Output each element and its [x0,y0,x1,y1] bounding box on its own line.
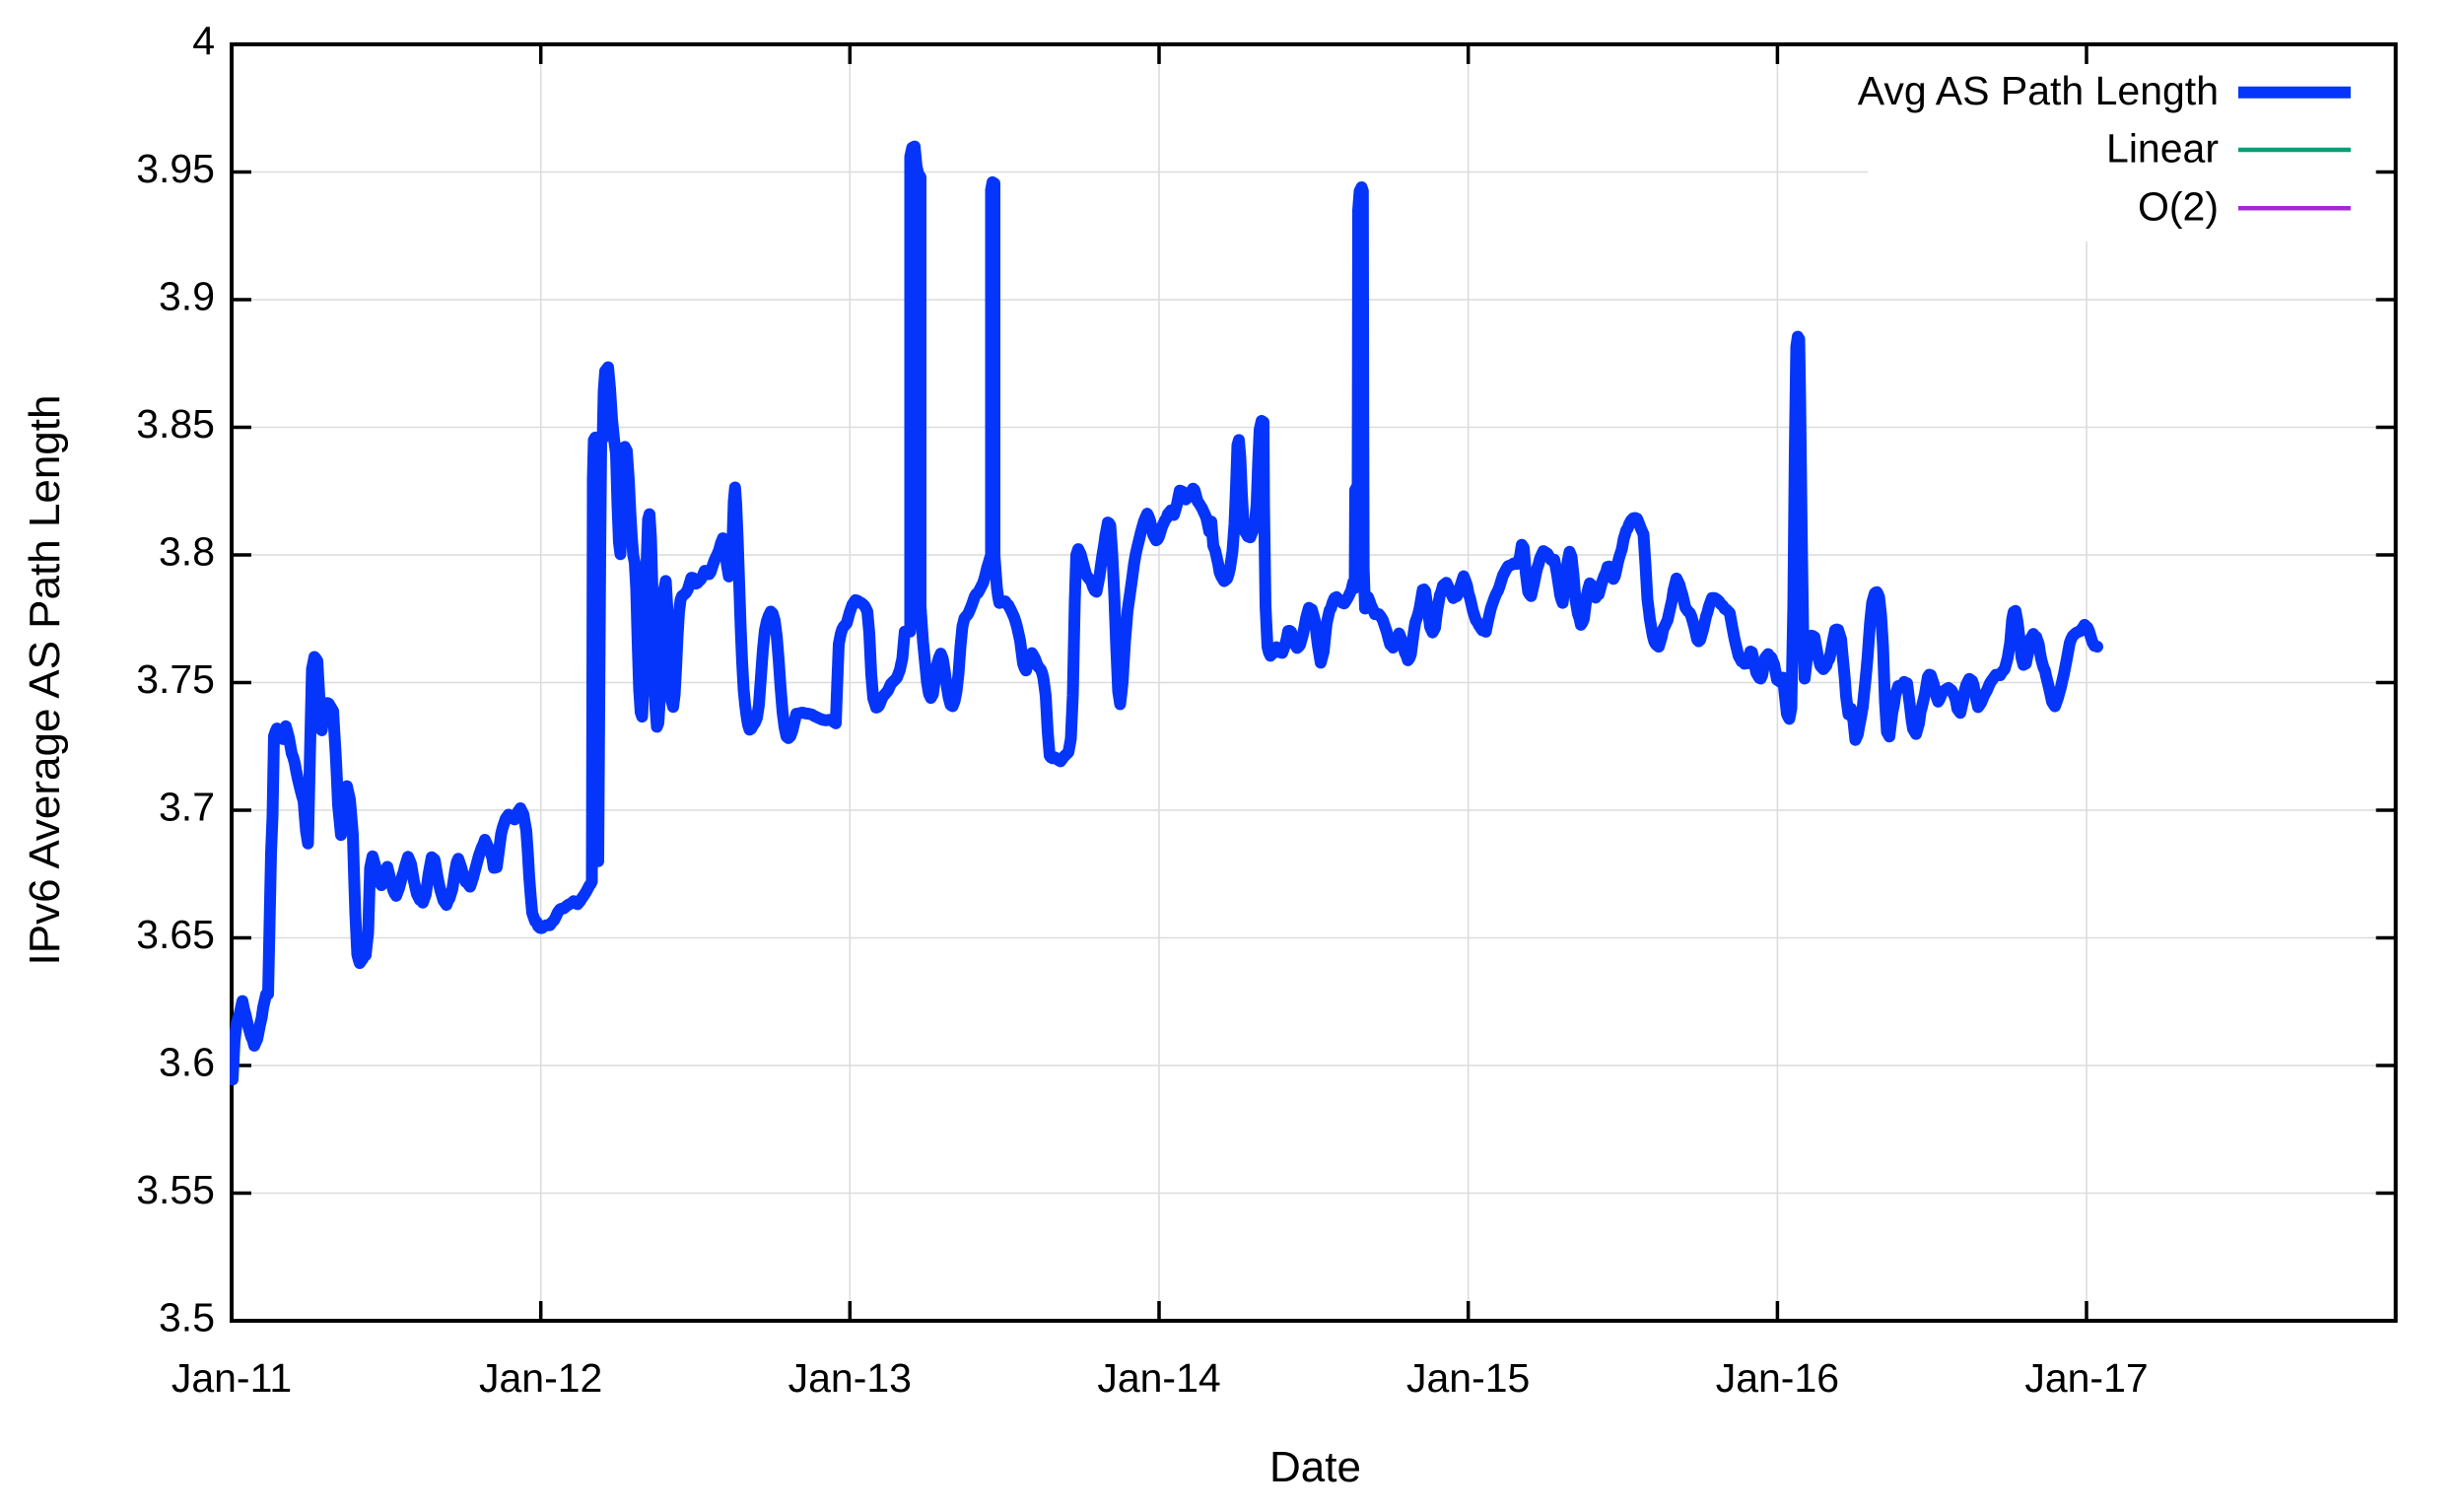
svg-text:4: 4 [192,19,215,64]
svg-text:3.6: 3.6 [159,1040,215,1085]
svg-text:3.85: 3.85 [136,401,215,446]
svg-text:Linear: Linear [2106,125,2219,171]
svg-text:Jan-16: Jan-16 [1716,1355,1839,1401]
svg-text:IPv6 Average AS Path Length: IPv6 Average AS Path Length [21,395,69,966]
svg-text:O(2): O(2) [2138,183,2219,229]
svg-text:Jan-15: Jan-15 [1406,1355,1530,1401]
svg-text:3.5: 3.5 [159,1295,215,1340]
svg-text:Jan-14: Jan-14 [1097,1355,1220,1401]
svg-text:Date: Date [1269,1443,1361,1491]
svg-text:Jan-17: Jan-17 [2024,1355,2148,1401]
svg-text:3.8: 3.8 [159,529,215,575]
svg-text:3.65: 3.65 [136,912,215,957]
svg-text:3.95: 3.95 [136,146,215,191]
svg-text:Jan-12: Jan-12 [479,1355,602,1401]
svg-text:3.7: 3.7 [159,785,215,830]
svg-text:Jan-11: Jan-11 [171,1355,292,1401]
svg-text:Jan-13: Jan-13 [788,1355,912,1401]
svg-text:Avg AS Path Length: Avg AS Path Length [1858,68,2219,113]
svg-text:3.9: 3.9 [159,274,215,319]
svg-text:3.75: 3.75 [136,656,215,702]
svg-text:3.55: 3.55 [136,1167,215,1212]
